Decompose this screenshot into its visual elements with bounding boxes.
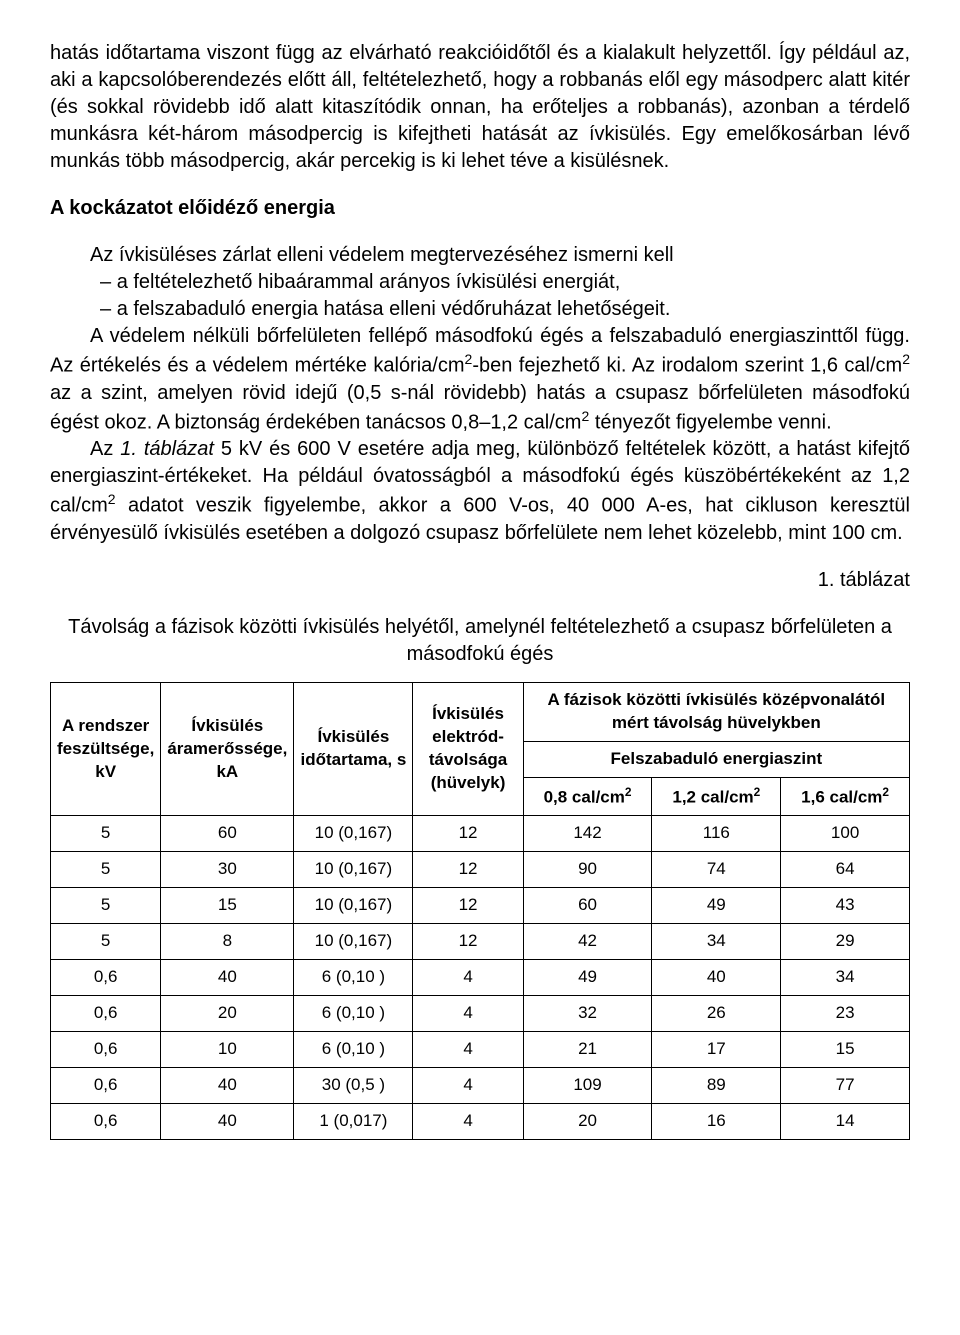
table-caption: Távolság a fázisok közötti ívkisülés hel… (50, 614, 910, 668)
table-cell: 30 (0,5 ) (294, 1067, 413, 1103)
th-energy-3: 1,6 cal/cm2 (781, 777, 910, 816)
table-row: 51510 (0,167)12604943 (51, 888, 910, 924)
section-heading: A kockázatot előidéző energia (50, 195, 910, 222)
table-cell: 26 (652, 996, 781, 1032)
table-header-row: A rendszer feszültsége, kV Ívkisülés ára… (51, 682, 910, 741)
table-cell: 14 (781, 1103, 910, 1139)
th-gap: Ívkisülés elektród-távolsága (hüvelyk) (413, 682, 523, 815)
table-cell: 49 (652, 888, 781, 924)
table-cell: 6 (0,10 ) (294, 1032, 413, 1068)
list-item-2: a felszabaduló energia hatása elleni véd… (50, 296, 910, 323)
table-cell: 60 (161, 816, 294, 852)
data-table: A rendszer feszültsége, kV Ívkisülés ára… (50, 682, 910, 1140)
table-cell: 40 (161, 1067, 294, 1103)
table-cell: 4 (413, 996, 523, 1032)
body-paragraph-2: A védelem nélküli bőrfelületen fellépő m… (50, 323, 910, 436)
table-cell: 5 (51, 888, 161, 924)
table-cell: 4 (413, 1067, 523, 1103)
table-cell: 20 (161, 996, 294, 1032)
table-cell: 21 (523, 1032, 652, 1068)
table-cell: 30 (161, 852, 294, 888)
table-cell: 15 (161, 888, 294, 924)
table-cell: 40 (161, 1103, 294, 1139)
table-cell: 64 (781, 852, 910, 888)
table-cell: 60 (523, 888, 652, 924)
table-row: 5810 (0,167)12423429 (51, 924, 910, 960)
table-cell: 12 (413, 816, 523, 852)
th-energy-1: 0,8 cal/cm2 (523, 777, 652, 816)
table-cell: 12 (413, 888, 523, 924)
table-cell: 17 (652, 1032, 781, 1068)
th-distance-merged: A fázisok közötti ívkisülés középvonalát… (523, 682, 909, 741)
table-cell: 40 (652, 960, 781, 996)
table-cell: 5 (51, 924, 161, 960)
table-cell: 15 (781, 1032, 910, 1068)
table-cell: 8 (161, 924, 294, 960)
table-cell: 0,6 (51, 1032, 161, 1068)
table-cell: 4 (413, 1032, 523, 1068)
table-cell: 89 (652, 1067, 781, 1103)
table-body: 56010 (0,167)1214211610053010 (0,167)129… (51, 816, 910, 1139)
table-cell: 32 (523, 996, 652, 1032)
table-cell: 5 (51, 852, 161, 888)
table-row: 0,6406 (0,10 )4494034 (51, 960, 910, 996)
table-cell: 12 (413, 924, 523, 960)
table-cell: 43 (781, 888, 910, 924)
list-item-1: a feltételezhető hibaárammal arányos ívk… (50, 269, 910, 296)
table-cell: 29 (781, 924, 910, 960)
table-row: 56010 (0,167)12142116100 (51, 816, 910, 852)
th-current: Ívkisülés áramerőssége, kA (161, 682, 294, 815)
table-cell: 77 (781, 1067, 910, 1103)
table-cell: 0,6 (51, 996, 161, 1032)
th-voltage: A rendszer feszültsége, kV (51, 682, 161, 815)
table-cell: 1 (0,017) (294, 1103, 413, 1139)
table-cell: 34 (781, 960, 910, 996)
body-paragraph-3: Az 1. táblázat 5 kV és 600 V esetére adj… (50, 436, 910, 547)
table-cell: 0,6 (51, 1103, 161, 1139)
lead-sentence: Az ívkisüléses zárlat elleni védelem meg… (50, 242, 910, 269)
table-cell: 10 (161, 1032, 294, 1068)
table-row: 53010 (0,167)12907464 (51, 852, 910, 888)
table-row: 0,6206 (0,10 )4322623 (51, 996, 910, 1032)
table-cell: 10 (0,167) (294, 924, 413, 960)
table-cell: 6 (0,10 ) (294, 960, 413, 996)
table-cell: 40 (161, 960, 294, 996)
table-cell: 116 (652, 816, 781, 852)
table-row: 0,6401 (0,017)4201614 (51, 1103, 910, 1139)
th-energy-merged: Felszabaduló energiaszint (523, 741, 909, 777)
th-energy-2: 1,2 cal/cm2 (652, 777, 781, 816)
table-cell: 10 (0,167) (294, 888, 413, 924)
table-cell: 16 (652, 1103, 781, 1139)
table-caption-number: 1. táblázat (50, 567, 910, 594)
table-row: 0,64030 (0,5 )41098977 (51, 1067, 910, 1103)
table-cell: 42 (523, 924, 652, 960)
table-cell: 0,6 (51, 960, 161, 996)
table-cell: 142 (523, 816, 652, 852)
table-cell: 10 (0,167) (294, 816, 413, 852)
table-cell: 100 (781, 816, 910, 852)
table-cell: 20 (523, 1103, 652, 1139)
table-cell: 90 (523, 852, 652, 888)
table-cell: 49 (523, 960, 652, 996)
body-paragraph-1: hatás időtartama viszont függ az elvárha… (50, 40, 910, 175)
table-cell: 4 (413, 960, 523, 996)
table-cell: 10 (0,167) (294, 852, 413, 888)
th-duration: Ívkisülés időtartama, s (294, 682, 413, 815)
table-cell: 4 (413, 1103, 523, 1139)
table-cell: 74 (652, 852, 781, 888)
table-row: 0,6106 (0,10 )4211715 (51, 1032, 910, 1068)
table-cell: 23 (781, 996, 910, 1032)
table-cell: 12 (413, 852, 523, 888)
table-cell: 5 (51, 816, 161, 852)
table-cell: 0,6 (51, 1067, 161, 1103)
table-cell: 109 (523, 1067, 652, 1103)
table-cell: 34 (652, 924, 781, 960)
table-cell: 6 (0,10 ) (294, 996, 413, 1032)
